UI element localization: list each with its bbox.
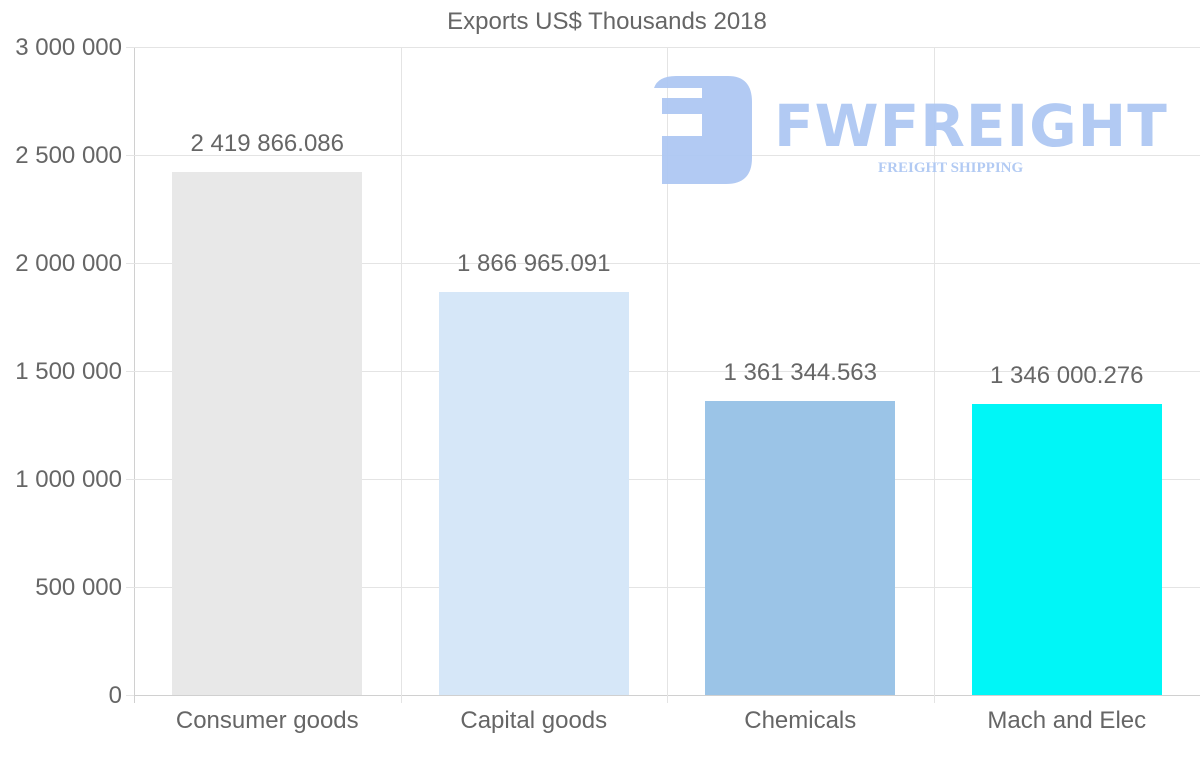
x-tick-label: Chemicals (744, 707, 857, 734)
y-tick-label: 500 000 (35, 574, 122, 601)
chart-title: Exports US$ Thousands 2018 (447, 8, 767, 35)
bar-value-label: 1 346 000.276 (990, 362, 1144, 390)
watermark-brand: FWFREIGHT (774, 92, 1168, 160)
fwfreight-logo-icon (654, 76, 752, 184)
fwfreight-watermark: FWFREIGHT FREIGHT SHIPPING (646, 72, 1167, 187)
y-tick-mark (126, 155, 134, 156)
y-tick-mark (126, 587, 134, 588)
y-tick-label: 2 000 000 (15, 250, 122, 277)
x-tick-label: Mach and Elec (987, 707, 1147, 734)
y-tick-mark (126, 263, 134, 264)
y-tick-label: 0 (108, 682, 122, 709)
bar-mach-and-elec[interactable] (971, 404, 1162, 695)
x-tick-label: Capital goods (460, 707, 608, 734)
bar-value-label: 2 419 866.086 (190, 130, 344, 158)
y-tick-mark (126, 371, 134, 372)
v-gridline (933, 47, 935, 703)
y-tick-label: 1 500 000 (15, 358, 122, 385)
y-tick-label: 2 500 000 (15, 142, 122, 169)
bar-value-label: 1 866 965.091 (457, 249, 611, 277)
x-tick-label: Consumer goods (175, 707, 359, 734)
y-tick-mark (126, 695, 134, 696)
bar-capital-goods[interactable] (438, 291, 629, 695)
plot-area: 0 500 000 1 000 000 1 500 000 2 000 000 2 500… (15, 34, 1200, 734)
bar-consumer-goods[interactable] (172, 172, 363, 695)
y-tick-mark (126, 479, 134, 480)
v-gridline (667, 47, 668, 703)
y-tick-label: 3 000 000 (15, 34, 122, 61)
y-tick-mark (126, 47, 134, 48)
bar-chemicals[interactable] (705, 400, 896, 695)
y-axis-line (134, 47, 135, 703)
y-tick-label: 1 000 000 (15, 466, 122, 493)
watermark-tagline: FREIGHT SHIPPING (878, 160, 1024, 176)
v-gridline (400, 47, 402, 703)
bar-value-label: 1 361 344.563 (723, 358, 877, 386)
